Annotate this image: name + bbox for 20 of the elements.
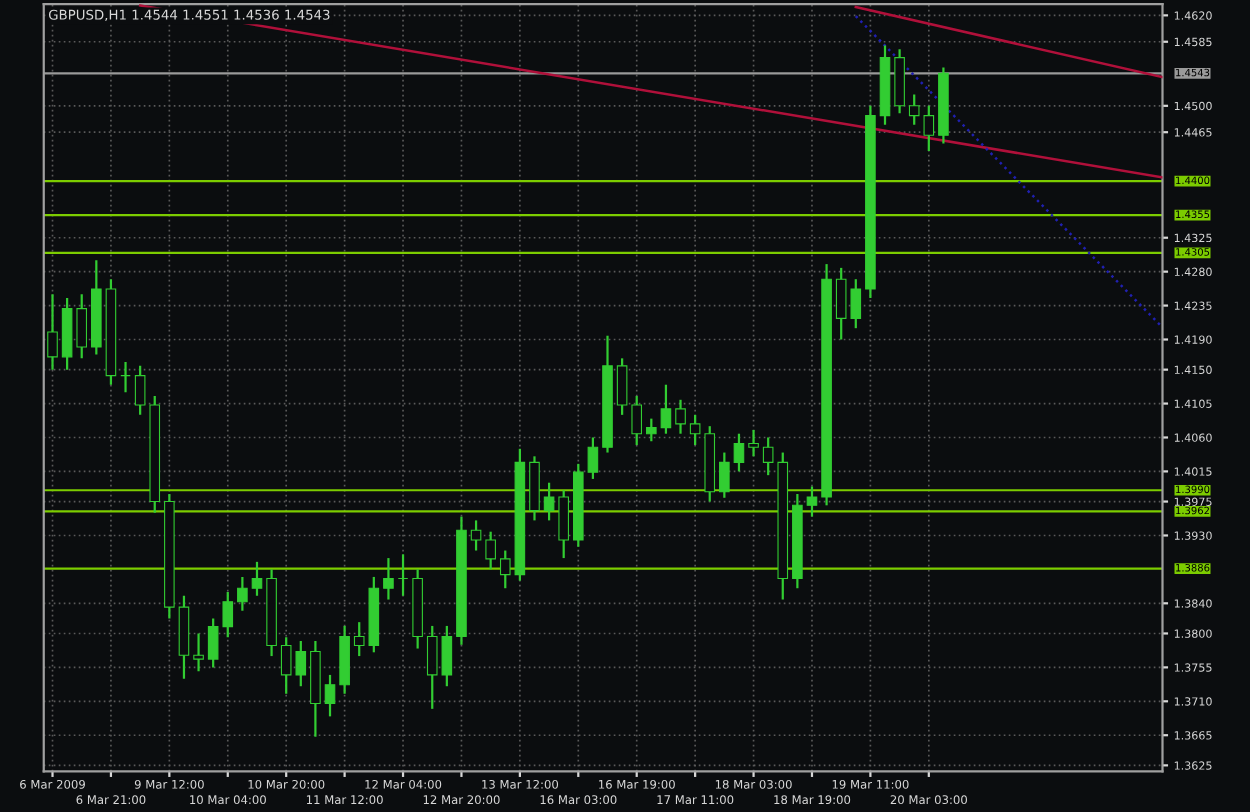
candlestick bbox=[587, 436, 599, 481]
candlestick bbox=[120, 360, 131, 394]
candlestick bbox=[470, 519, 482, 552]
candlestick bbox=[646, 417, 657, 443]
candlestick bbox=[543, 481, 555, 522]
candlestick bbox=[806, 485, 818, 518]
candlestick bbox=[719, 451, 730, 499]
candlestick bbox=[251, 560, 263, 597]
candlestick bbox=[237, 575, 248, 612]
candlestick bbox=[397, 553, 409, 597]
candlestick bbox=[383, 556, 394, 601]
candlestick bbox=[193, 632, 204, 673]
candlestick bbox=[748, 428, 759, 458]
candlestick bbox=[733, 432, 745, 473]
candlestick bbox=[675, 398, 686, 435]
candlestick bbox=[324, 673, 336, 718]
candlestick bbox=[660, 383, 672, 435]
candlestick bbox=[485, 530, 496, 571]
candlestick bbox=[558, 489, 569, 560]
candlestick bbox=[47, 293, 58, 371]
